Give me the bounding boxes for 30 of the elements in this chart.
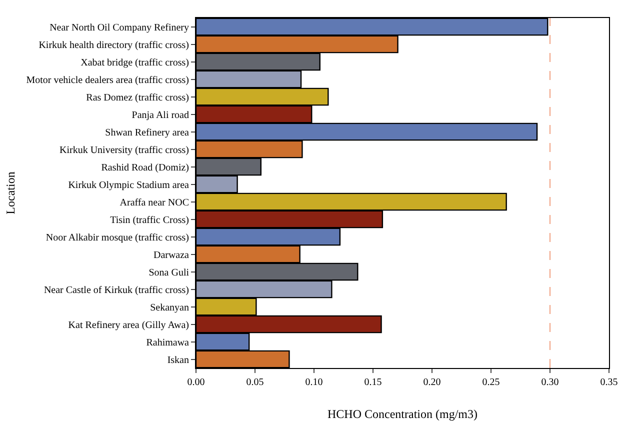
x-tick-label: 0.25 [482, 377, 500, 388]
x-tick-label: 0.20 [423, 377, 441, 388]
y-tick-label: Sekanyan [150, 302, 189, 314]
x-tick-label: 0.10 [305, 377, 323, 388]
y-tick-label: Shwan Refinery area [105, 127, 190, 138]
y-tick-label: Tisin (traffic Cross) [110, 214, 189, 226]
x-tick-label: 0.05 [246, 377, 264, 388]
y-axis-title: Location [4, 172, 18, 214]
y-tick-label: Darwaza [153, 250, 190, 261]
x-tick-label: 0.35 [600, 377, 618, 388]
y-tick-label: Near North Oil Company Refinery [50, 22, 189, 34]
x-tick-label: 0.15 [364, 377, 382, 388]
y-tick-label: Xabat bridge (traffic cross) [80, 57, 189, 68]
y-tick-label: Near Castle of Kirkuk (traffic cross) [44, 284, 189, 296]
y-tick-label: Noor Alkabir mosque (traffic cross) [46, 232, 189, 244]
y-tick-label: Kirkuk health directory (traffic cross) [38, 40, 189, 51]
y-tick-label: Rahimawa [146, 337, 190, 348]
y-tick-label: Kirkuk Olympic Stadium area [68, 180, 190, 191]
x-axis-title: HCHO Concentration (mg/m3) [328, 406, 478, 421]
y-tick-label: Panja Ali road [132, 110, 189, 121]
y-tick-label: Sona Guli [148, 267, 190, 278]
y-tick-label: Kirkuk University (traffic cross) [59, 144, 189, 156]
y-tick-label: Motor vehicle dealers area (traffic cross) [26, 74, 189, 86]
y-tick-label: Rashid Road (Domiz) [101, 162, 189, 174]
y-tick-label: Kat Refinery area (Gilly Awa) [68, 320, 189, 331]
x-tick-label: 0.30 [541, 377, 559, 388]
x-tick-label: 0.00 [187, 377, 205, 388]
y-tick-label: Araffa near NOC [120, 197, 190, 208]
y-tick-label: Iskan [167, 354, 189, 366]
y-tick-label: Ras Domez (traffic cross) [86, 92, 189, 104]
